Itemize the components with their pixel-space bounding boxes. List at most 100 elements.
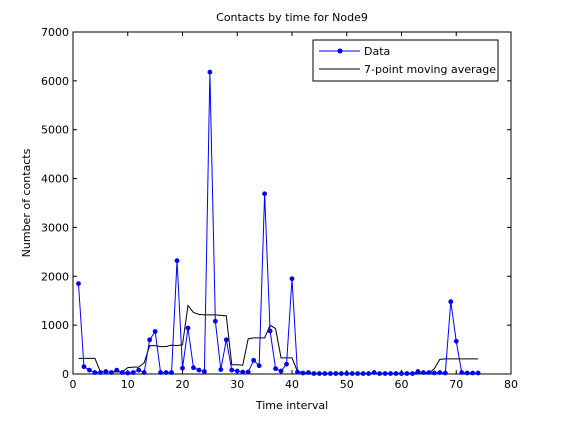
data-point [399,371,404,376]
data-point [158,370,164,375]
data-point [92,370,98,375]
data-point [338,371,344,376]
data-point [87,367,92,373]
data-point [459,370,465,375]
x-tick-label: 60 [395,378,409,391]
data-point [289,276,295,282]
data-point [251,357,257,363]
data-point [333,371,339,376]
data-point [470,370,476,376]
data-point [295,369,300,375]
data-point [475,370,481,376]
data-point [152,329,158,334]
data-point [229,367,235,373]
y-tick-label: 7000 [41,26,69,39]
x-tick-label: 0 [70,378,77,391]
x-axis-ticks: 0 10 20 30 40 50 60 70 80 [70,32,518,391]
x-tick-label: 40 [285,378,299,391]
x-tick-label: 30 [230,378,244,391]
y-tick-label: 1000 [41,319,69,332]
data-point [377,371,382,376]
legend-average-label: 7-point moving average [364,63,496,76]
data-point [355,371,361,376]
data-point [108,370,114,375]
data-point [245,369,251,375]
data-point [169,370,174,375]
data-point [130,370,136,375]
data-point [388,371,393,376]
data-point [344,371,350,376]
y-axis-ticks: 0 1000 2000 3000 4000 5000 6000 7000 [41,26,511,381]
data-point [218,367,224,373]
data-point [125,370,131,376]
data-point [256,363,262,369]
data-point [207,69,213,75]
data-point [76,281,81,287]
data-point [448,299,454,305]
data-point [284,361,289,367]
y-tick-label: 3000 [41,221,69,234]
y-tick-label: 4000 [41,173,69,186]
data-point [349,371,355,376]
data-point [437,370,443,375]
data-point [185,325,191,331]
data-point [366,371,372,376]
data-point [191,365,196,371]
data-point [234,368,240,374]
x-tick-label: 50 [340,378,354,391]
legend-box [312,39,499,82]
data-point [223,337,229,343]
data-point [180,365,185,371]
y-tick-label: 2000 [41,270,69,283]
plot-area [72,31,512,375]
data-point [267,328,273,334]
x-tick-label: 20 [176,378,190,391]
legend: Data 7-point moving average [312,39,499,82]
y-axis-label: Number of contacts [20,148,33,257]
y-tick-label: 0 [62,368,69,381]
data-point [212,318,218,324]
data-point [393,371,399,376]
data-point [300,370,306,376]
data-point [103,369,109,374]
data-point [119,370,125,375]
data-point [360,371,366,376]
data-point [97,370,103,375]
data-point [262,191,268,197]
y-tick-label: 6000 [41,75,69,88]
data-point [431,370,437,376]
data-point [136,367,142,373]
data-point [316,371,322,376]
data-point [453,338,459,344]
x-tick-label: 70 [449,378,463,391]
x-tick-label: 10 [121,378,135,391]
data-point [421,370,426,375]
legend-data-marker [337,48,343,54]
data-point [240,369,246,375]
data-point [278,368,284,374]
data-point [327,371,333,376]
chart-title: Contacts by time for Node9 [216,11,368,24]
data-point [371,370,377,375]
data-point [311,371,317,376]
data-point [196,367,202,373]
data-point [306,370,311,375]
x-axis-label: Time interval [255,399,328,412]
data-point [81,364,87,370]
x-tick-label: 80 [504,378,518,391]
legend-data-label: Data [364,45,390,58]
data-point [147,337,153,343]
data-point [426,370,432,375]
data-point [442,370,448,376]
y-tick-label: 5000 [41,124,69,137]
data-point [202,369,207,374]
data-point [163,370,169,375]
data-point [174,258,180,264]
data-point [382,371,388,376]
data-point [404,371,410,376]
data-point [141,370,147,375]
data-point [322,371,328,376]
data-point [273,366,278,372]
